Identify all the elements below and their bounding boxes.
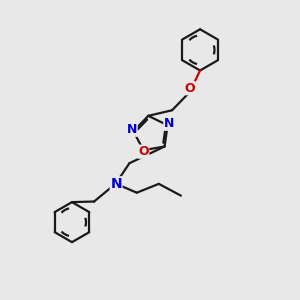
Text: O: O — [184, 82, 195, 95]
Text: O: O — [138, 145, 149, 158]
Text: N: N — [110, 177, 122, 191]
Text: N: N — [164, 117, 174, 130]
Text: N: N — [127, 123, 137, 136]
